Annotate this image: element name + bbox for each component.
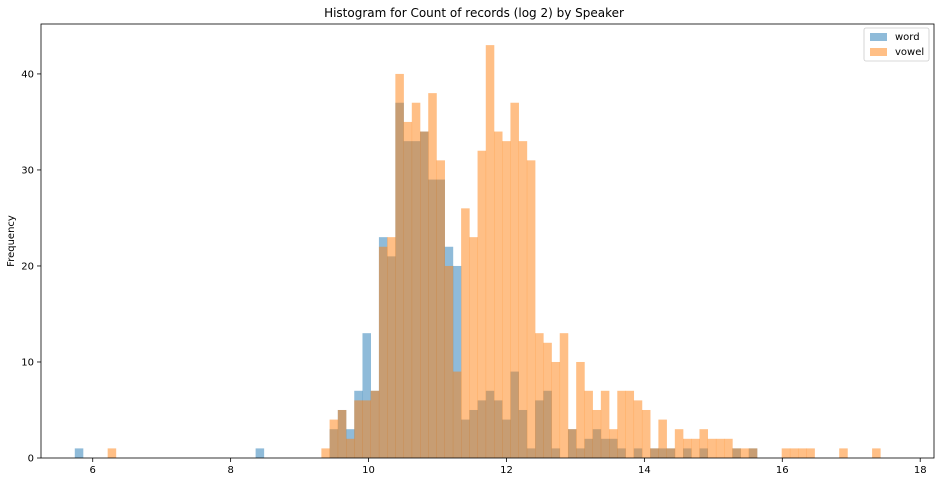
vowel-bar xyxy=(370,390,380,458)
vowel-bar xyxy=(420,131,429,459)
vowel-bar xyxy=(567,429,577,458)
axes-layer: 6 8 10 12 14 16 18 0 10 20 30 40 xyxy=(21,23,935,476)
vowel-bar xyxy=(789,448,799,458)
vowel-bar xyxy=(452,371,462,458)
vowel-bar xyxy=(839,448,848,458)
vowel-bar xyxy=(707,438,717,458)
vowel-bar xyxy=(592,409,602,458)
vowel-bar xyxy=(461,208,470,458)
vowel-bar xyxy=(107,448,117,458)
x-tick-label: 14 xyxy=(638,465,651,476)
vowel-bar xyxy=(411,102,421,458)
vowel-bar xyxy=(535,333,544,458)
word-legend-label: word xyxy=(895,32,920,43)
vowel-bar xyxy=(378,246,388,458)
vowel-bar xyxy=(354,400,363,458)
vowel-bar xyxy=(551,361,561,458)
word-bar xyxy=(255,448,265,458)
vowel-bar xyxy=(502,141,511,458)
vowel-bar xyxy=(518,141,528,458)
vowel-bar xyxy=(477,150,487,459)
word-bar xyxy=(362,333,371,458)
vowel-bar xyxy=(715,438,725,458)
vowel-bar xyxy=(387,237,396,458)
vowel-bar xyxy=(633,400,643,458)
y-tick-label: 10 xyxy=(21,357,34,368)
vowel-bar xyxy=(625,390,635,458)
vowel-bar xyxy=(494,131,503,459)
vowel-bar xyxy=(658,419,667,458)
word-bar xyxy=(452,265,462,458)
y-axis-label: Frequency xyxy=(6,215,17,267)
vowel-bar xyxy=(748,448,758,458)
y-tick-label: 0 xyxy=(28,454,34,465)
x-tick-label: 6 xyxy=(90,465,96,476)
vowel-bar xyxy=(806,448,815,458)
vowel-series xyxy=(107,45,881,459)
vowel-bar xyxy=(674,429,684,458)
vowel-legend-swatch xyxy=(870,48,887,56)
vowel-bar xyxy=(485,45,495,459)
vowel-bar xyxy=(584,390,593,458)
vowel-bar xyxy=(559,333,569,458)
chart-title: Histogram for Count of records (log 2) b… xyxy=(324,6,624,20)
vowel-bar xyxy=(543,342,552,458)
vowel-bar xyxy=(872,448,881,458)
vowel-bar xyxy=(740,448,750,458)
y-tick-label: 30 xyxy=(21,165,34,176)
y-tick-label: 20 xyxy=(21,261,34,272)
vowel-bar xyxy=(683,438,692,458)
vowel-bar xyxy=(699,429,709,458)
y-tick-label: 40 xyxy=(21,69,34,80)
legend: word vowel xyxy=(863,27,930,62)
vowel-bar xyxy=(732,448,741,458)
word-legend-swatch xyxy=(870,33,887,41)
vowel-bar xyxy=(329,419,339,458)
x-tick-label: 10 xyxy=(362,465,375,476)
plot-frame xyxy=(40,23,935,459)
x-tick-label: 16 xyxy=(776,465,789,476)
bars-layer xyxy=(74,45,881,459)
vowel-bar xyxy=(436,160,445,458)
vowel-bar xyxy=(650,448,659,458)
vowel-bar xyxy=(798,448,807,458)
vowel-bar xyxy=(617,390,626,458)
vowel-bar xyxy=(691,438,700,458)
vowel-bar xyxy=(526,160,536,458)
vowel-bar xyxy=(428,93,437,458)
vowel-bar xyxy=(609,429,618,458)
x-tick-label: 12 xyxy=(500,465,513,476)
vowel-bar xyxy=(362,400,371,458)
vowel-bar xyxy=(444,265,454,458)
vowel-bar xyxy=(600,390,610,458)
vowel-bar xyxy=(576,361,585,458)
vowel-bar xyxy=(724,438,733,458)
vowel-legend-label: vowel xyxy=(895,47,924,58)
vowel-bar xyxy=(469,237,478,458)
vowel-bar xyxy=(395,73,404,459)
vowel-bar xyxy=(666,448,676,458)
vowel-bar xyxy=(337,409,347,458)
vowel-bar xyxy=(781,448,791,458)
x-tick-label: 8 xyxy=(227,465,233,476)
vowel-bar xyxy=(346,438,355,458)
vowel-bar xyxy=(321,448,330,458)
word-bar xyxy=(74,448,84,458)
vowel-bar xyxy=(403,121,413,458)
vowel-bar xyxy=(641,409,651,458)
x-tick-label: 18 xyxy=(914,465,927,476)
vowel-bar xyxy=(510,102,519,458)
